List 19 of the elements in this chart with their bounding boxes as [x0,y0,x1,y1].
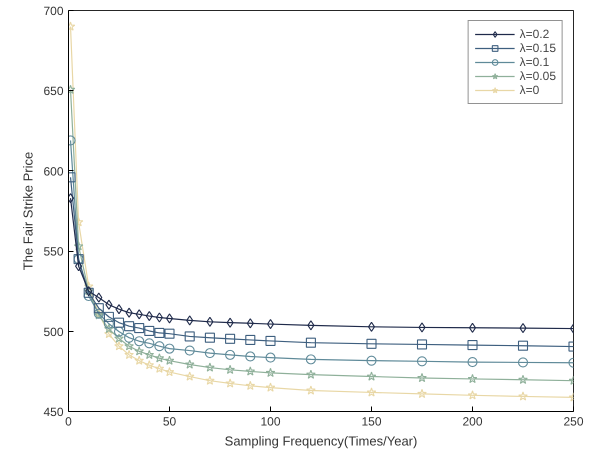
x-axis-title: Sampling Frequency(Times/Year) [224,434,418,448]
x-tick-label: 0 [65,414,72,428]
x-tick-label: 100 [260,414,281,428]
legend-label: λ=0.2 [520,27,550,41]
y-tick-label: 700 [43,4,64,18]
y-tick-label: 450 [43,405,64,419]
y-axis-title: The Fair Strike Price [20,152,36,270]
x-tick-label: 50 [162,414,176,428]
y-tick-label: 500 [43,324,64,339]
x-tick-label: 250 [563,414,584,428]
y-tick-label: 550 [43,244,64,259]
legend-label: λ=0.15 [520,41,556,55]
y-tick-label: 650 [43,84,64,98]
x-tick-label: 150 [361,414,382,428]
x-tick-label: 200 [462,414,483,428]
y-tick-label: 600 [43,164,64,178]
legend-label: λ=0 [520,83,540,97]
legend-label: λ=0.1 [520,55,550,69]
legend-label: λ=0.05 [520,69,556,83]
